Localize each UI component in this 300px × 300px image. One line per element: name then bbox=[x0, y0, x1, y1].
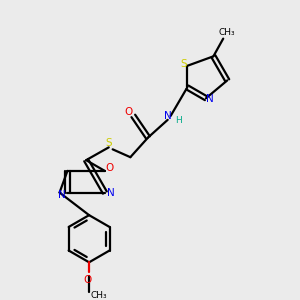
Text: N: N bbox=[58, 190, 65, 200]
Text: O: O bbox=[83, 275, 91, 285]
Text: S: S bbox=[180, 59, 187, 69]
Text: N: N bbox=[164, 111, 172, 121]
Text: S: S bbox=[105, 138, 112, 148]
Text: CH₃: CH₃ bbox=[219, 28, 236, 37]
Text: O: O bbox=[106, 163, 114, 173]
Text: H: H bbox=[175, 116, 182, 125]
Text: O: O bbox=[124, 107, 133, 117]
Text: N: N bbox=[206, 94, 214, 104]
Text: N: N bbox=[107, 188, 115, 198]
Text: CH₃: CH₃ bbox=[91, 291, 107, 300]
